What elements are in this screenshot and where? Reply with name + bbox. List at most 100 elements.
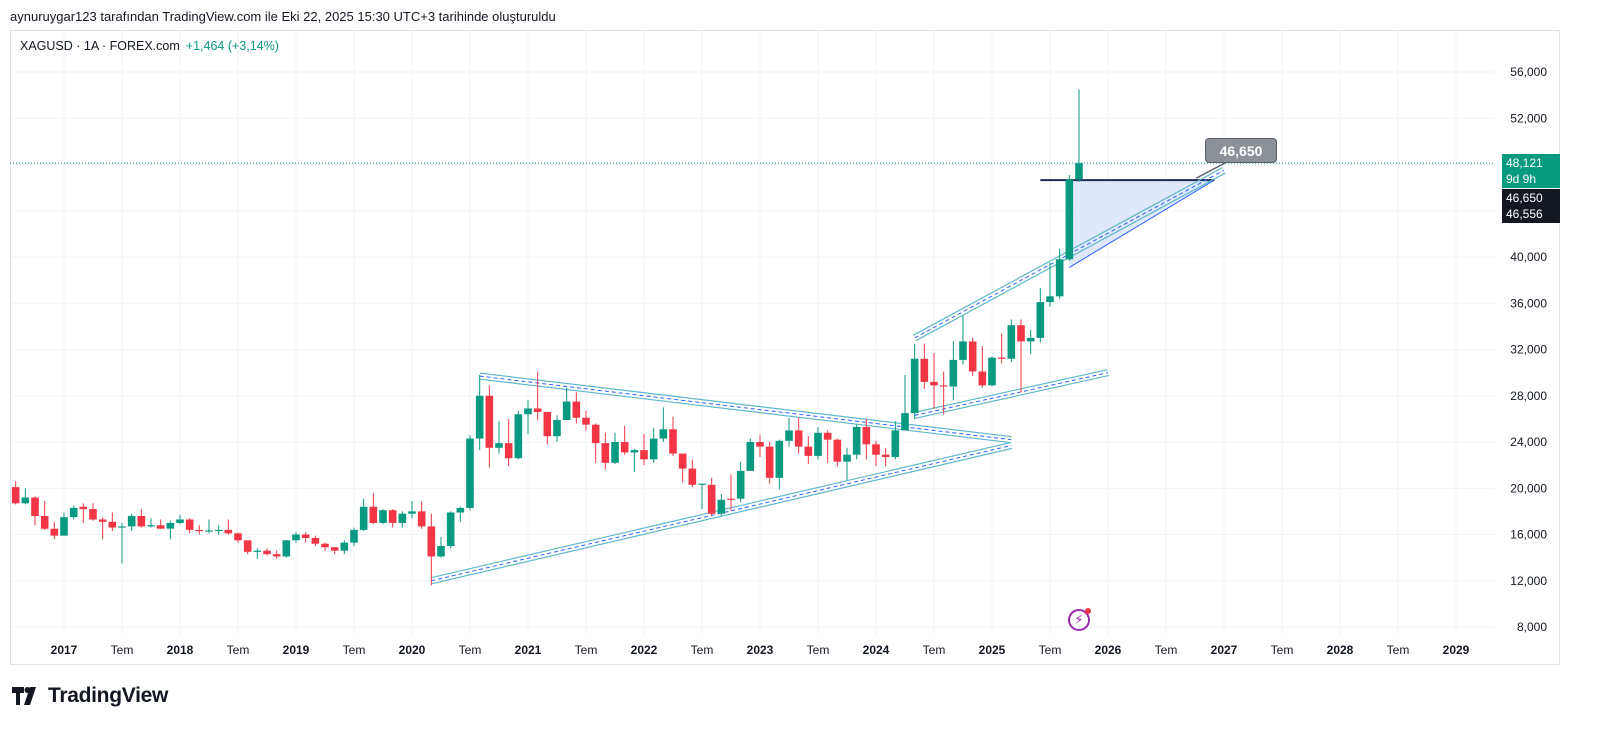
candle bbox=[930, 352, 938, 409]
price-tick-label: 52,000 bbox=[1510, 111, 1547, 125]
candle-body bbox=[108, 521, 117, 528]
candle-body bbox=[292, 534, 300, 541]
symbol-legend[interactable]: XAGUSD · 1A · FOREX.com +1,464 (+3,14%) bbox=[20, 39, 279, 53]
time-tick-label: Tem bbox=[111, 643, 134, 657]
candle bbox=[147, 518, 155, 528]
time-tick-label: 2020 bbox=[399, 643, 426, 657]
candle bbox=[765, 442, 774, 484]
candle bbox=[727, 474, 735, 511]
candle bbox=[659, 407, 668, 442]
candle bbox=[166, 520, 175, 540]
time-tick-label: 2022 bbox=[631, 643, 658, 657]
time-tick-label: Tem bbox=[691, 643, 714, 657]
candle bbox=[321, 542, 329, 551]
candle bbox=[495, 421, 503, 454]
time-tick-label: 2017 bbox=[51, 643, 78, 657]
candle-body bbox=[456, 507, 465, 513]
candle-body bbox=[475, 395, 484, 439]
time-tick-label: 2023 bbox=[747, 643, 774, 657]
candle bbox=[591, 423, 600, 463]
candle bbox=[572, 392, 581, 424]
candle-body bbox=[968, 341, 977, 372]
candle bbox=[301, 532, 310, 543]
lightning-icon[interactable]: ⚡ bbox=[1068, 608, 1091, 631]
candles bbox=[11, 89, 1083, 586]
candle bbox=[649, 428, 658, 463]
candle-body bbox=[717, 499, 726, 514]
candle-body bbox=[50, 528, 59, 536]
candle-body bbox=[582, 417, 590, 425]
candle-body bbox=[185, 519, 194, 530]
candle bbox=[205, 519, 213, 534]
candle bbox=[330, 547, 339, 555]
candle bbox=[678, 453, 687, 483]
candle-body bbox=[485, 395, 494, 448]
candle bbox=[920, 343, 929, 389]
candle-body bbox=[630, 450, 639, 453]
drawings bbox=[430, 162, 1226, 585]
candle bbox=[21, 488, 30, 505]
candle bbox=[98, 517, 107, 540]
candle bbox=[214, 525, 223, 535]
candle-body bbox=[852, 426, 861, 455]
candle-body bbox=[31, 497, 39, 516]
candle bbox=[901, 374, 909, 431]
candle-body bbox=[765, 446, 774, 478]
candle bbox=[60, 512, 68, 536]
candle bbox=[50, 521, 59, 540]
candle-body bbox=[127, 516, 136, 527]
candle-body bbox=[466, 438, 474, 508]
drawing-price-2: 46,556 bbox=[1506, 207, 1543, 221]
candle bbox=[504, 418, 513, 467]
candle bbox=[910, 343, 919, 419]
candle bbox=[736, 461, 745, 503]
candle bbox=[272, 550, 281, 559]
price-tick-label: 16,000 bbox=[1510, 528, 1547, 542]
candle bbox=[127, 513, 136, 532]
candle-body bbox=[833, 439, 842, 462]
candle-body bbox=[359, 506, 368, 530]
notification-dot bbox=[1085, 608, 1091, 614]
candle-body bbox=[427, 526, 436, 557]
candle bbox=[804, 436, 813, 464]
candle bbox=[185, 518, 194, 534]
candle-body bbox=[214, 529, 223, 532]
candle-body bbox=[388, 510, 397, 523]
candle bbox=[11, 481, 20, 505]
candle bbox=[485, 385, 494, 468]
candle-body bbox=[1036, 302, 1045, 338]
candle-body bbox=[98, 519, 107, 522]
candle bbox=[408, 500, 416, 519]
candle-body bbox=[872, 444, 880, 455]
candle-body bbox=[678, 453, 687, 469]
candle bbox=[176, 514, 184, 525]
candle bbox=[997, 333, 1006, 364]
time-axis: 2017 Tem 2018 Tem 2019 Tem 2020 Tem 2021 Tem 2022 T… bbox=[51, 643, 1470, 657]
candle-body bbox=[688, 468, 697, 485]
candle-body bbox=[659, 429, 668, 439]
channel-edge bbox=[479, 372, 1012, 438]
candle-body bbox=[408, 511, 416, 514]
candle-body bbox=[176, 519, 184, 523]
price-callout[interactable]: 46,650 bbox=[1205, 138, 1277, 163]
candle-body bbox=[253, 550, 262, 552]
candle bbox=[1046, 262, 1054, 307]
candle-body bbox=[562, 401, 571, 421]
candle bbox=[417, 500, 426, 529]
candle bbox=[379, 509, 387, 525]
time-tick-label: Tem bbox=[807, 643, 830, 657]
candle-body bbox=[1026, 337, 1035, 342]
candle-body bbox=[311, 537, 320, 544]
candle bbox=[224, 519, 233, 535]
candle bbox=[427, 513, 436, 586]
candle-body bbox=[1075, 163, 1083, 180]
candle-body bbox=[137, 516, 146, 527]
candle bbox=[746, 438, 755, 471]
candle bbox=[195, 525, 204, 535]
tradingview-logo[interactable]: TradingView bbox=[12, 684, 168, 708]
candle-body bbox=[524, 408, 532, 415]
candle-body bbox=[640, 450, 648, 460]
candle-body bbox=[1007, 325, 1016, 359]
candle bbox=[688, 459, 697, 488]
